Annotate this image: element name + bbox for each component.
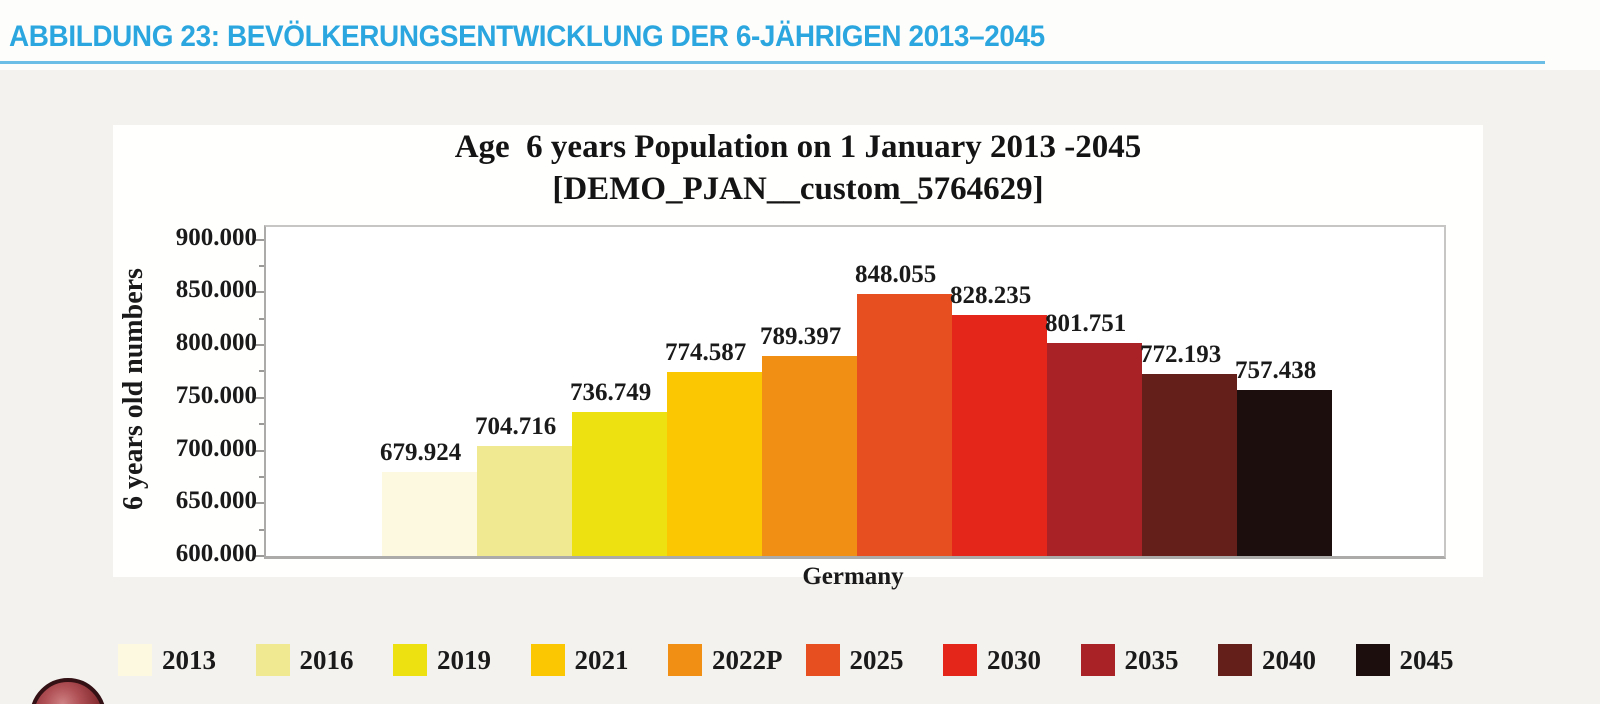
- legend-label: 2045: [1399, 644, 1454, 675]
- legend-label: 2035: [1124, 644, 1179, 675]
- legend-swatch: [118, 644, 152, 676]
- legend-swatch: [255, 644, 290, 676]
- legend-swatch: [1218, 644, 1252, 676]
- bar-value-label: 789.397: [760, 323, 842, 351]
- x-axis-label: Germany: [802, 563, 904, 590]
- bar-value-label: 772.193: [1140, 341, 1222, 369]
- y-axis-minor-tick: [259, 370, 264, 373]
- bar-2016: [477, 445, 572, 556]
- bar-2022P: [762, 356, 857, 556]
- bar-value-label: 774.587: [665, 338, 747, 366]
- plot-area: 679.924 704.716 736.749 774.587 789.397 848.0…: [255, 225, 1446, 559]
- chart-title: Age 6 years Population on 1 January 2013…: [454, 129, 1142, 165]
- bar-value-label: 679.924: [380, 438, 462, 466]
- figure-heading: ABBILDUNG 23: BEVÖLKERUNGSENTWICKLUNG DE…: [9, 20, 1045, 53]
- y-axis-minor-tick: [259, 528, 264, 531]
- legend-label: 2019: [437, 644, 491, 675]
- y-axis-major-tick: [255, 291, 264, 294]
- bar-value-label: 801.751: [1045, 310, 1127, 338]
- legend-item-2016: 2016: [255, 644, 354, 676]
- legend-item-2045: 2045: [1355, 644, 1454, 676]
- y-tick-label: 800.000: [175, 329, 257, 357]
- bar-2025: [857, 294, 952, 556]
- y-tick-label: 850.000: [175, 276, 257, 304]
- y-axis-minor-tick: [259, 423, 264, 426]
- bar-2019: [572, 411, 667, 556]
- legend-swatch: [943, 644, 977, 676]
- bar-value-label: 757.438: [1235, 356, 1317, 384]
- legend-swatch: [1080, 644, 1115, 676]
- legend-item-2019: 2019: [393, 644, 491, 676]
- y-axis-minor-tick: [259, 317, 264, 320]
- bar-value-label: 828.235: [950, 282, 1032, 310]
- bar-2013: [382, 471, 477, 556]
- y-axis-major-tick: [255, 344, 264, 347]
- legend-swatch: [1355, 644, 1390, 676]
- legend-label: 2040: [1262, 644, 1316, 675]
- legend-item-2025: 2025: [805, 644, 904, 676]
- legend-item-2030: 2030: [943, 644, 1041, 676]
- legend-label: 2022P: [712, 644, 783, 675]
- legend-item-2035: 2035: [1080, 644, 1179, 676]
- legend-label: 2030: [987, 644, 1041, 675]
- bar-2040: [1142, 374, 1237, 556]
- legend-swatch: [530, 644, 565, 676]
- y-axis-major-tick: [255, 238, 264, 241]
- bar-2035: [1047, 343, 1142, 556]
- chart-canvas: Age 6 years Population on 1 January 2013…: [113, 125, 1483, 590]
- bar-2045: [1237, 389, 1332, 556]
- legend-item-2013: 2013: [118, 644, 216, 676]
- y-axis-major-tick: [255, 502, 264, 505]
- y-tick-label: 700.000: [175, 434, 257, 462]
- y-tick-label: 750.000: [175, 381, 257, 409]
- legend-item-2022P: 2022P: [668, 644, 783, 676]
- bar-value-label: 848.055: [855, 261, 937, 289]
- y-axis-minor-tick: [259, 265, 264, 268]
- legend-swatch: [393, 644, 427, 676]
- legend-label: 2025: [849, 644, 904, 675]
- y-axis-major-tick: [255, 396, 264, 399]
- heading-underline: [0, 61, 1545, 64]
- chart-subtitle: [DEMO_PJAN__custom_5764629]: [552, 171, 1044, 207]
- y-axis-minor-tick: [259, 475, 264, 478]
- y-tick-label: 600.000: [175, 540, 257, 567]
- bar-2021: [667, 371, 762, 556]
- legend-label: 2016: [299, 644, 354, 675]
- y-tick-label: 900.000: [175, 223, 257, 251]
- bar-value-label: 736.749: [570, 378, 652, 406]
- y-axis-major-tick: [255, 449, 264, 452]
- bar-value-label: 704.716: [475, 412, 557, 440]
- legend-label: 2021: [574, 644, 629, 675]
- legend-swatch: [805, 644, 840, 676]
- bar-2030: [952, 315, 1047, 556]
- legend-item-2040: 2040: [1218, 644, 1316, 676]
- chart-legend: 2013 2016 2019 2021 2022P 2025 2030 2035 2040 204…: [118, 644, 1538, 678]
- y-tick-label: 650.000: [175, 487, 257, 515]
- y-axis-major-tick: [255, 555, 264, 557]
- legend-swatch: [668, 644, 702, 676]
- legend-item-2021: 2021: [530, 644, 629, 676]
- legend-label: 2013: [162, 644, 216, 675]
